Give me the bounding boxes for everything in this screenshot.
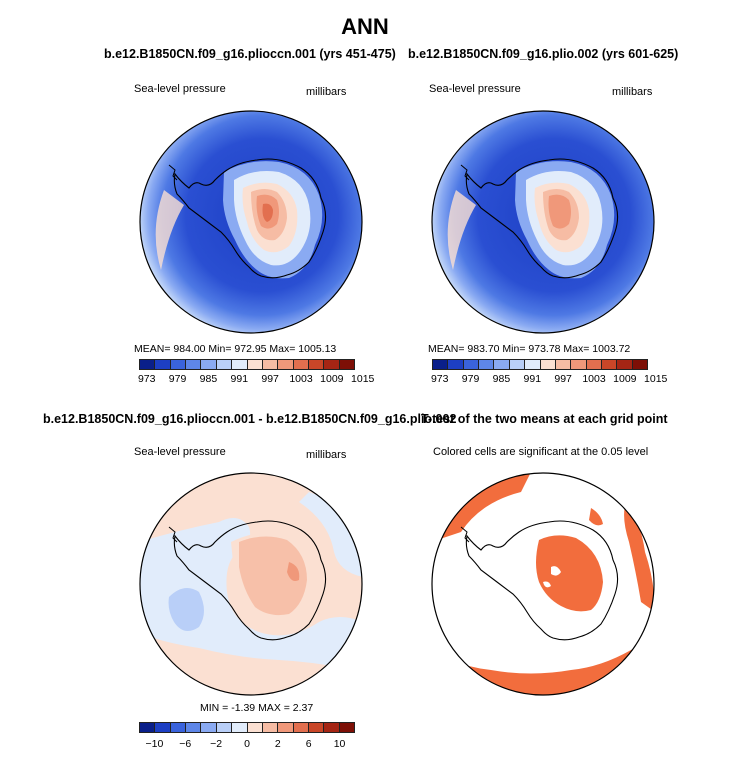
- colorbar-swatch: [307, 359, 324, 370]
- colorbar-swatch: [570, 359, 586, 370]
- colorbar-tick-label: −2: [210, 738, 223, 750]
- colorbar-swatch: [139, 722, 155, 733]
- panel4-significance-label: Colored cells are significant at the 0.0…: [433, 446, 649, 458]
- colorbar-swatch: [338, 359, 356, 370]
- colorbar-swatch: [154, 722, 170, 733]
- colorbar-swatch: [169, 722, 186, 733]
- figure-title: ANN: [341, 14, 389, 39]
- colorbar-tick-label: −6: [179, 738, 192, 750]
- colorbar-swatch: [200, 359, 216, 370]
- colorbar-swatch: [307, 722, 324, 733]
- colorbar-tick-label: 1015: [351, 373, 375, 385]
- colorbar-swatch: [524, 359, 540, 370]
- colorbar-swatch: [169, 359, 186, 370]
- colorbar-tick-label: 6: [305, 738, 312, 750]
- colorbar-swatch: [631, 359, 649, 370]
- colorbar-tick-label: 979: [461, 373, 480, 385]
- colorbar-swatch: [154, 359, 170, 370]
- colorbar-swatch: [338, 722, 356, 733]
- panel4-title: T-test of the two means at each grid poi…: [421, 412, 668, 426]
- colorbar-swatch: [600, 359, 617, 370]
- colorbar-swatch: [215, 722, 232, 733]
- colorbar-swatch: [292, 359, 308, 370]
- colorbar-swatch: [261, 359, 278, 370]
- colorbar-swatch: [462, 359, 479, 370]
- panel2-stats: MEAN= 983.70 Min= 973.78 Max= 1003.72: [428, 343, 631, 355]
- colorbar-swatch: [246, 359, 262, 370]
- colorbar-tick-label: 1015: [644, 373, 668, 385]
- colorbar-tick-label: 973: [430, 373, 449, 385]
- panel3-variable-label: Sea-level pressure: [134, 446, 226, 458]
- colorbar-swatch: [508, 359, 525, 370]
- colorbar-swatch: [185, 359, 201, 370]
- colorbar-tick-label: 991: [523, 373, 542, 385]
- colorbar-tick-label: 10: [333, 738, 346, 750]
- colorbar-tick-label: 997: [261, 373, 279, 385]
- colorbar-tick-label: 1003: [582, 373, 606, 385]
- panel2-slp-map: [431, 110, 655, 334]
- colorbar-tick-label: −10: [145, 738, 164, 750]
- colorbar-tick-label: 985: [199, 373, 218, 385]
- panel1-slp-map: [139, 110, 363, 334]
- colorbar-swatch: [539, 359, 555, 370]
- colorbar-swatch: [139, 359, 155, 370]
- colorbar-swatch: [261, 722, 278, 733]
- panel1-title: b.e12.B1850CN.f09_g16.plioccn.001 (yrs 4…: [104, 47, 396, 61]
- colorbar-tick-label: 1009: [320, 373, 344, 385]
- colorbar-swatch: [323, 359, 339, 370]
- colorbar-swatch: [432, 359, 448, 370]
- colorbar-swatch: [215, 359, 232, 370]
- colorbar-tick-label: 973: [137, 373, 156, 385]
- colorbar-swatch: [493, 359, 509, 370]
- colorbar-swatch: [277, 722, 293, 733]
- panel2-title: b.e12.B1850CN.f09_g16.plio.002 (yrs 601-…: [408, 47, 679, 61]
- panel3-title: b.e12.B1850CN.f09_g16.plioccn.001 - b.e1…: [43, 412, 457, 426]
- colorbar-tick-label: 985: [492, 373, 511, 385]
- colorbar-swatch: [585, 359, 601, 370]
- panel1-colorbar: [139, 359, 356, 370]
- panel3-stats: MIN = -1.39 MAX = 2.37: [200, 702, 314, 714]
- colorbar-tick-label: 1009: [613, 373, 637, 385]
- colorbar-swatch: [616, 359, 632, 370]
- colorbar-swatch: [323, 722, 339, 733]
- colorbar-tick-label: 997: [554, 373, 572, 385]
- colorbar-tick-label: 979: [168, 373, 187, 385]
- colorbar-tick-label: 2: [274, 738, 281, 750]
- panel1-stats: MEAN= 984.00 Min= 972.95 Max= 1005.13: [134, 343, 337, 355]
- colorbar-swatch: [200, 722, 216, 733]
- panel1-variable-label: Sea-level pressure: [134, 83, 226, 95]
- panel3-diff-map: [139, 472, 363, 696]
- colorbar-swatch: [447, 359, 463, 370]
- colorbar-swatch: [478, 359, 494, 370]
- colorbar-tick-label: 991: [230, 373, 249, 385]
- colorbar-swatch: [185, 722, 201, 733]
- colorbar-swatch: [231, 359, 247, 370]
- panel4-ttest-map: [431, 472, 655, 696]
- panel3-colorbar: [139, 722, 356, 733]
- colorbar-tick-label: 1003: [289, 373, 313, 385]
- panel2-units-label: millibars: [612, 86, 653, 98]
- panel2-variable-label: Sea-level pressure: [429, 83, 521, 95]
- panel3-units-label: millibars: [306, 449, 347, 461]
- colorbar-swatch: [554, 359, 571, 370]
- panel2-colorbar: [432, 359, 649, 370]
- colorbar-swatch: [231, 722, 247, 733]
- colorbar-tick-label: 0: [244, 738, 250, 750]
- colorbar-swatch: [246, 722, 262, 733]
- colorbar-swatch: [292, 722, 308, 733]
- colorbar-swatch: [277, 359, 293, 370]
- panel1-units-label: millibars: [306, 86, 347, 98]
